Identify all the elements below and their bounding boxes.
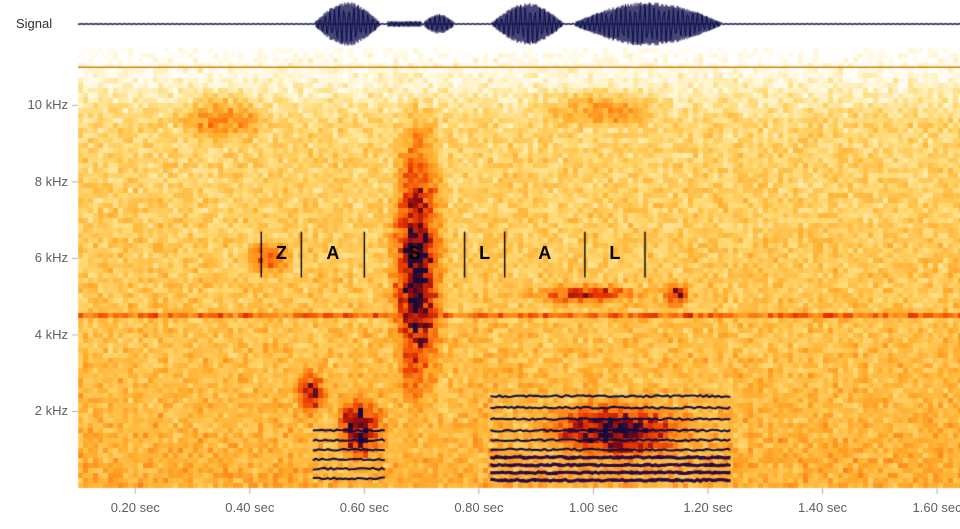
x-tick-label: 1.40 sec: [793, 500, 853, 515]
phoneme-label: A: [535, 243, 555, 264]
x-tick-label: 0.20 sec: [105, 500, 165, 515]
y-tick-label: 6 kHz: [8, 250, 68, 265]
x-tick-label: 0.40 sec: [220, 500, 280, 515]
phoneme-label: A: [323, 243, 343, 264]
y-tick-label: 8 kHz: [8, 174, 68, 189]
phoneme-label: L: [475, 243, 495, 264]
x-tick-label: 1.20 sec: [678, 500, 738, 515]
spectrogram-figure: Signal 2 kHz 4 kHz 6 kHz 8 kHz 10 kHz 0.20 sec…: [0, 0, 960, 529]
signal-label: Signal: [16, 16, 52, 31]
x-tick-label: 0.60 sec: [334, 500, 394, 515]
phoneme-label: Z: [271, 243, 291, 264]
y-tick-label: 10 kHz: [8, 97, 68, 112]
x-tick-label: 1.60 sec: [907, 500, 960, 515]
phoneme-label: L: [605, 243, 625, 264]
x-tick-label: 0.80 sec: [449, 500, 509, 515]
y-tick-label: 2 kHz: [8, 403, 68, 418]
x-tick-label: 1.00 sec: [563, 500, 623, 515]
phoneme-label: S: [404, 243, 424, 264]
overlay-canvas: [0, 0, 960, 529]
y-tick-label: 4 kHz: [8, 327, 68, 342]
